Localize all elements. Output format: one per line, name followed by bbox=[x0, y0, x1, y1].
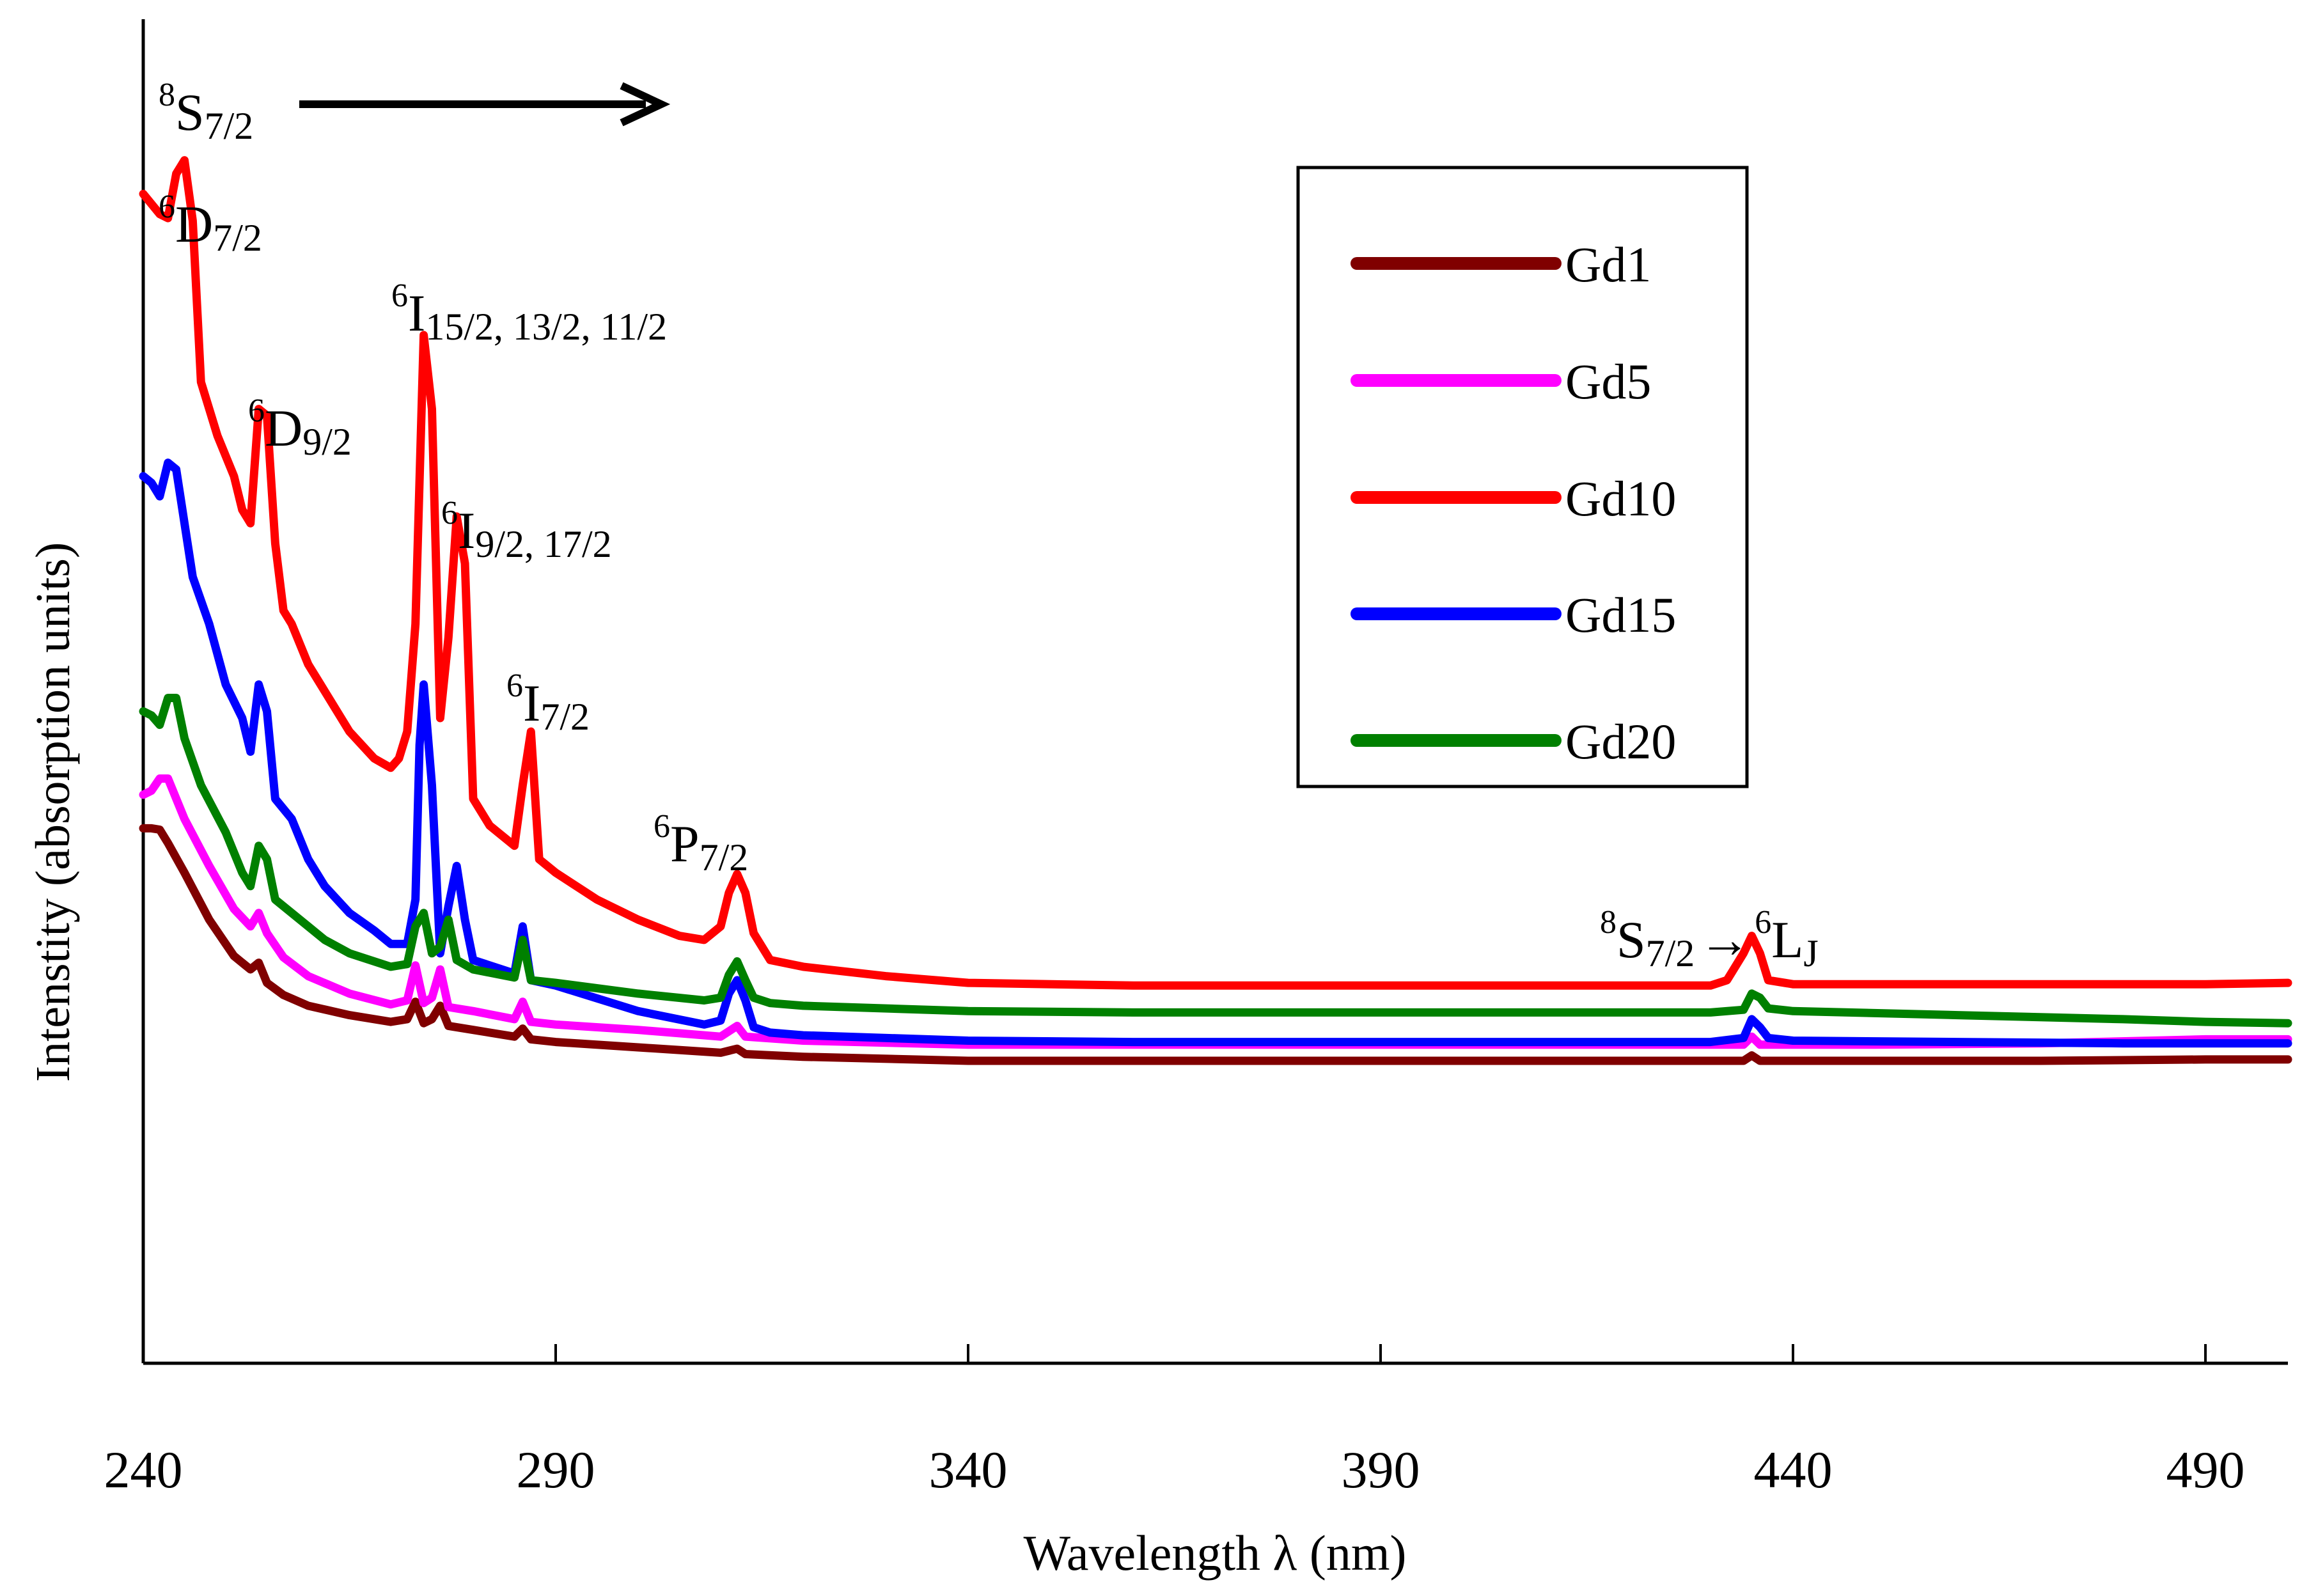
arrow-right-icon bbox=[620, 82, 671, 127]
annotation-ground-state: 8S7/2 bbox=[159, 77, 671, 147]
legend-label-gd15: Gd15 bbox=[1565, 587, 1676, 643]
legend-entries: Gd1 Gd5 Gd10 Gd15 Gd20 bbox=[1351, 237, 1676, 769]
annotation-6D7-2: 6D7/2 bbox=[159, 189, 262, 259]
annotation-6P7-2: 6P7/2 bbox=[654, 808, 748, 879]
y-axis-title: Intenstity (absorption units) bbox=[26, 542, 80, 1082]
legend-label-gd5: Gd5 bbox=[1565, 354, 1651, 409]
annotation-6I7-2: 6I7/2 bbox=[506, 668, 590, 738]
annotation-6I9-2: 6I9/2, 17/2 bbox=[441, 495, 612, 565]
series-line-gd15 bbox=[139, 458, 2292, 1048]
x-tick-label: 240 bbox=[104, 1441, 183, 1499]
x-tick-label: 290 bbox=[517, 1441, 595, 1499]
x-tick-label: 440 bbox=[1754, 1441, 1833, 1499]
legend-box bbox=[1296, 166, 1749, 788]
annotation-8S-to-6LJ: 8S7/2→ 6LJ bbox=[1600, 904, 1819, 974]
legend-label-gd10: Gd10 bbox=[1565, 471, 1676, 526]
x-tick-label: 390 bbox=[1342, 1441, 1420, 1499]
annotation-6D9-2: 6D9/2 bbox=[248, 393, 352, 463]
series-line-gd1 bbox=[139, 824, 2292, 1065]
x-tick-label: 490 bbox=[2166, 1441, 2245, 1499]
legend-label-gd20: Gd20 bbox=[1565, 714, 1676, 769]
series-group bbox=[139, 156, 2292, 1065]
series-line-gd10 bbox=[139, 156, 2292, 990]
x-tick-group: 240 290 340 390 440 490 bbox=[104, 1344, 2245, 1499]
x-axis-title: Wavelength λ (nm) bbox=[1023, 1525, 1406, 1581]
annotation-6I15-2: 6I15/2, 13/2, 11/2 bbox=[391, 278, 667, 348]
legend-label-gd1: Gd1 bbox=[1565, 237, 1651, 292]
series-line-gd20 bbox=[139, 694, 2292, 1028]
annotation-ground-state-label: 8S7/2 bbox=[159, 77, 253, 147]
x-tick-label: 340 bbox=[929, 1441, 1008, 1499]
legend: Gd1 Gd5 Gd10 Gd15 Gd20 bbox=[1296, 166, 1749, 788]
